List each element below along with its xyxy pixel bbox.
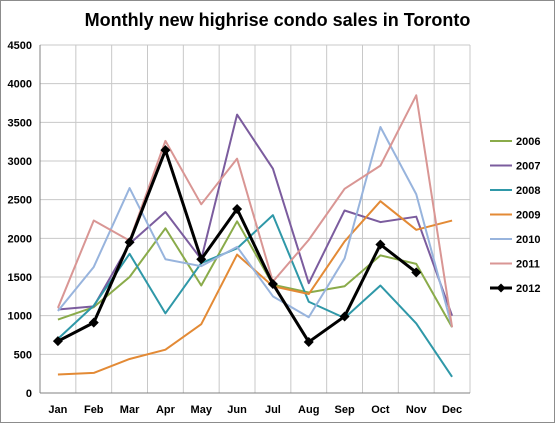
data-point-2012: [232, 203, 243, 214]
x-tick-label: Feb: [84, 404, 104, 416]
legend-label-2006: 2006: [516, 136, 540, 148]
y-tick-label: 3500: [8, 117, 32, 129]
data-point-2012: [303, 336, 314, 347]
legend-label-2010: 2010: [516, 234, 540, 246]
y-tick-label: 500: [14, 349, 32, 361]
data-point-2012: [52, 336, 63, 347]
data-point-2012: [196, 254, 207, 265]
y-tick-label: 2500: [8, 195, 32, 207]
y-tick-label: 3000: [8, 156, 32, 168]
x-tick-label: Oct: [371, 404, 390, 416]
x-tick-label: Mar: [120, 404, 140, 416]
y-tick-label: 4000: [8, 79, 32, 91]
series-line-2006: [57, 220, 453, 328]
x-tick-label: Aug: [298, 404, 319, 416]
series-line-2010: [57, 125, 454, 328]
y-tick-label: 4500: [8, 40, 32, 52]
data-point-2012: [339, 311, 350, 322]
x-tick-label: Apr: [156, 404, 176, 416]
data-point-2012: [411, 267, 422, 278]
y-tick-label: 2000: [8, 233, 32, 245]
x-tick-label: Sep: [334, 404, 354, 416]
legend-label-2009: 2009: [516, 210, 540, 222]
y-tick-label: 1500: [8, 272, 32, 284]
legend-marker-2012: [496, 283, 506, 293]
legend-label-2007: 2007: [516, 161, 540, 173]
series-line-2011: [56, 94, 454, 328]
series-line-2008: [57, 214, 453, 378]
legend-label-2012: 2012: [516, 283, 540, 295]
y-tick-label: 0: [26, 388, 32, 400]
x-tick-label: May: [191, 404, 213, 416]
x-tick-label: Jun: [227, 404, 247, 416]
x-tick-label: Jan: [48, 404, 67, 416]
legend-label-2011: 2011: [516, 259, 540, 271]
chart-title: Monthly new highrise condo sales in Toro…: [84, 10, 471, 30]
data-point-2012: [267, 278, 278, 289]
data-point-2012: [88, 317, 99, 328]
data-point-2012: [160, 145, 171, 156]
x-tick-label: Jul: [265, 404, 281, 416]
data-point-2012: [375, 239, 386, 250]
x-tick-label: Nov: [406, 404, 428, 416]
data-point-2012: [124, 237, 135, 248]
x-tick-label: Dec: [442, 404, 462, 416]
legend-label-2008: 2008: [516, 185, 540, 197]
y-tick-label: 1000: [8, 311, 32, 323]
